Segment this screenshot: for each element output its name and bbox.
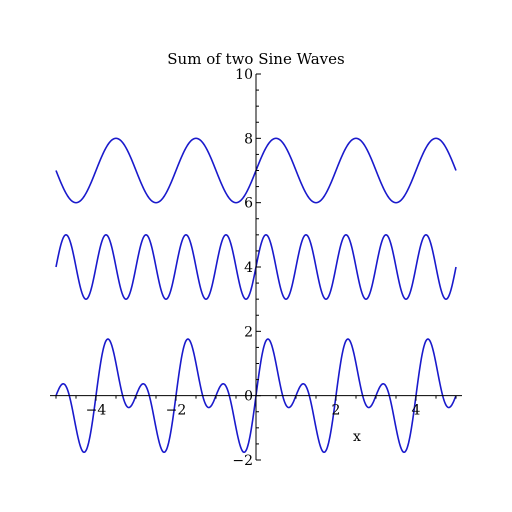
y-tick-label: 10 <box>235 67 253 83</box>
chart-title: Sum of two Sine Waves <box>167 50 344 68</box>
x-tick-label: 2 <box>332 403 341 419</box>
x-axis-label: x <box>353 429 361 445</box>
x-tick-label: −4 <box>86 403 107 419</box>
y-tick-label: −2 <box>232 453 253 469</box>
y-tick-label: 0 <box>244 389 253 405</box>
y-tick-label: 8 <box>244 131 253 147</box>
y-tick-label: 2 <box>244 324 253 340</box>
x-tick-label: 4 <box>412 403 421 419</box>
axes-layer: −4 −2 2 4 −2 0 2 4 6 8 10 <box>50 67 462 469</box>
y-tick-label: 4 <box>244 260 253 276</box>
y-tick-label: 6 <box>244 196 253 212</box>
x-tick-label: −2 <box>166 403 187 419</box>
